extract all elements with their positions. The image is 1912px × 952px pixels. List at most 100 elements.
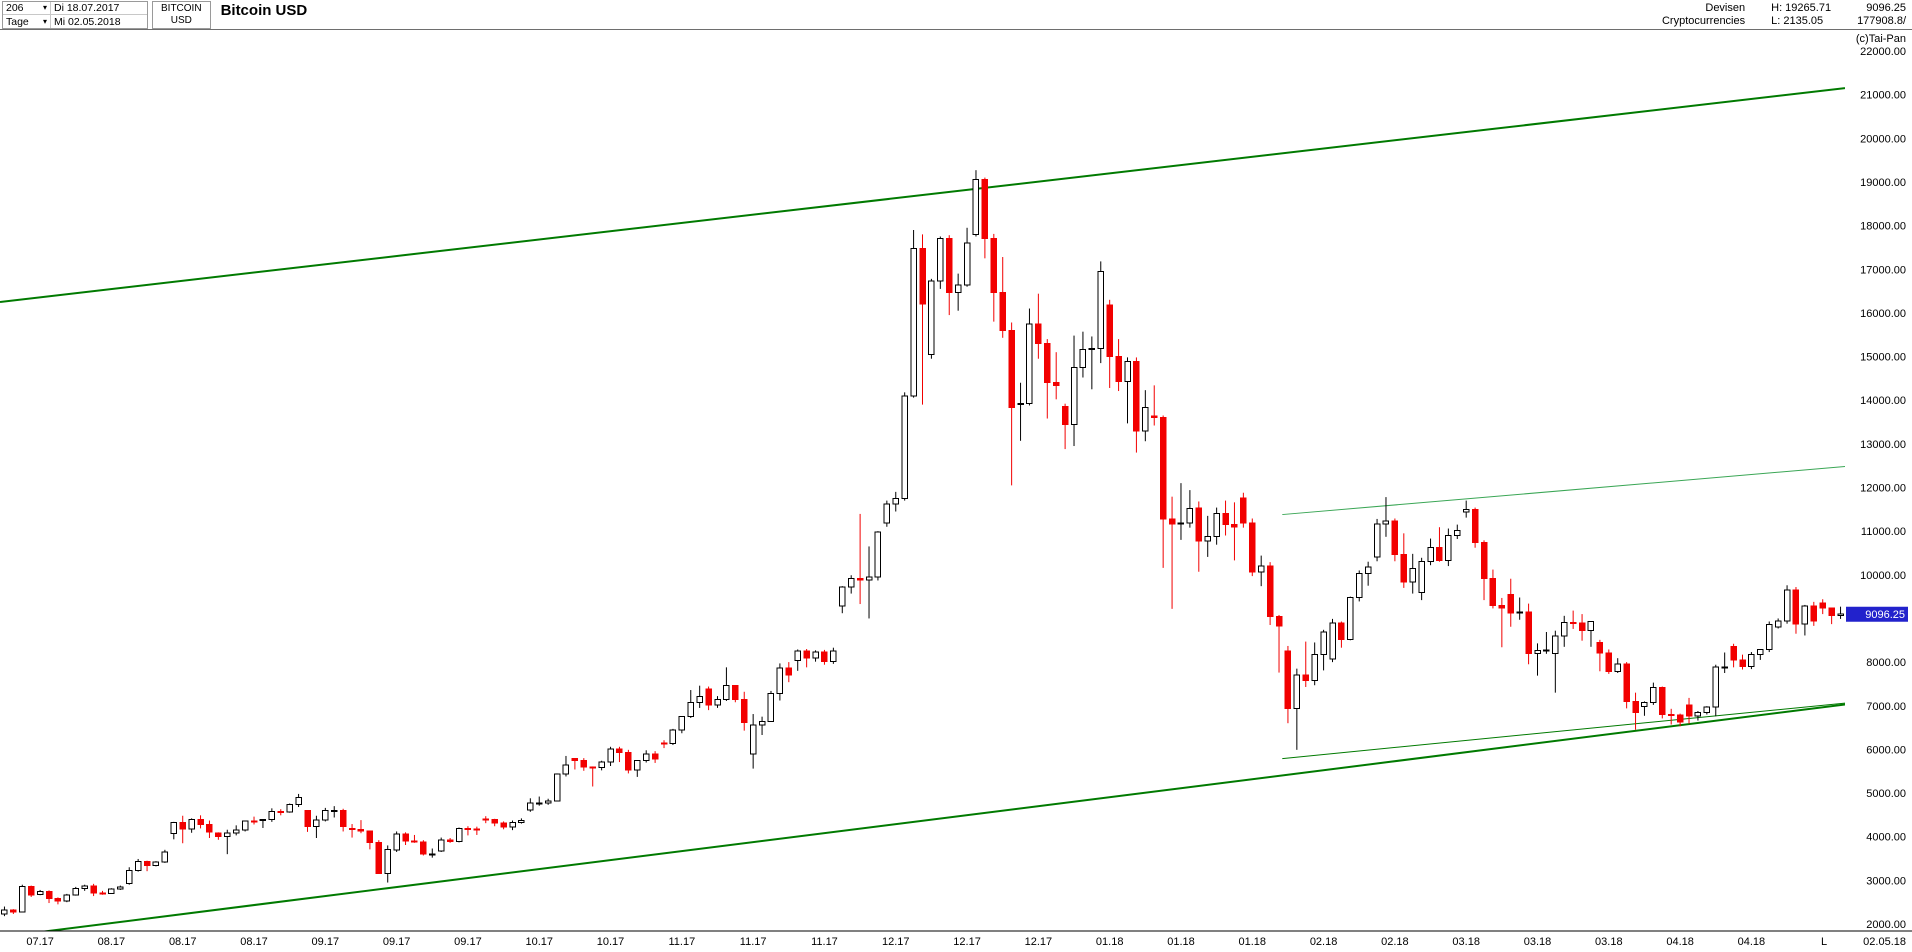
candle bbox=[81, 884, 88, 891]
y-axis-label: 17000.00 bbox=[1860, 264, 1906, 276]
candle bbox=[705, 686, 712, 711]
trendline-resistance-line[interactable] bbox=[1282, 466, 1845, 516]
candle bbox=[1044, 339, 1051, 419]
candle bbox=[1828, 607, 1835, 625]
x-axis-label: 09.17 bbox=[383, 936, 411, 948]
candle bbox=[268, 808, 276, 822]
candle bbox=[1534, 643, 1541, 676]
category-subgroup: Cryptocurrencies bbox=[1661, 15, 1746, 27]
candle bbox=[1516, 597, 1523, 620]
candle bbox=[1329, 618, 1336, 663]
y-axis-label: 15000.00 bbox=[1860, 352, 1906, 364]
bars-count-dropdown[interactable]: 206 ▾ bbox=[3, 2, 51, 15]
volume-value: 177908.8/ bbox=[1857, 15, 1906, 27]
candle bbox=[1097, 261, 1105, 364]
symbol-box[interactable]: BITCOIN USD bbox=[152, 1, 211, 29]
candle bbox=[821, 649, 828, 665]
y-axis-label: 6000.00 bbox=[1866, 744, 1906, 756]
candle bbox=[286, 803, 293, 813]
date-from-field[interactable]: Di 18.07.2017 bbox=[51, 2, 147, 15]
candle bbox=[161, 849, 169, 863]
candle bbox=[1739, 654, 1746, 670]
candle bbox=[45, 890, 53, 904]
candle bbox=[1819, 599, 1826, 615]
trendline-lower-channel-line[interactable] bbox=[0, 703, 1845, 937]
candle bbox=[803, 649, 810, 668]
candle bbox=[330, 806, 338, 818]
candle bbox=[36, 889, 44, 896]
candle bbox=[134, 858, 142, 872]
x-axis-label: 10.17 bbox=[525, 936, 553, 948]
candle bbox=[544, 798, 552, 805]
candle bbox=[1436, 527, 1443, 562]
candle bbox=[1569, 610, 1577, 629]
candle bbox=[1641, 701, 1648, 716]
candle bbox=[1257, 555, 1265, 587]
date-to-field[interactable]: Mi 02.05.2018 bbox=[51, 15, 147, 28]
x-axis-label: 04.18 bbox=[1666, 936, 1694, 948]
last-date-label: 02.05.18 bbox=[1863, 936, 1906, 948]
candle bbox=[598, 760, 605, 771]
candle bbox=[669, 728, 677, 746]
candle bbox=[1293, 668, 1301, 750]
candle bbox=[972, 170, 980, 237]
candle bbox=[687, 690, 695, 718]
candle bbox=[535, 796, 543, 806]
candle bbox=[562, 755, 570, 777]
candle bbox=[732, 685, 739, 703]
candle bbox=[1195, 501, 1203, 572]
candle bbox=[616, 746, 623, 763]
candle bbox=[1320, 629, 1327, 671]
candle bbox=[1186, 490, 1194, 528]
candle bbox=[1676, 713, 1684, 727]
symbol-name: BITCOIN bbox=[161, 3, 202, 14]
trendline-support-line[interactable] bbox=[1282, 702, 1845, 760]
candle bbox=[72, 886, 80, 896]
candle bbox=[767, 690, 775, 722]
candle bbox=[393, 831, 400, 852]
trendline-upper-channel-line[interactable] bbox=[0, 87, 1845, 303]
candle bbox=[1284, 645, 1292, 724]
candle bbox=[1694, 710, 1702, 721]
candle bbox=[143, 860, 151, 872]
candle bbox=[1391, 518, 1399, 562]
candle bbox=[553, 773, 561, 802]
candles-layer bbox=[1, 170, 1844, 917]
candle bbox=[999, 257, 1006, 338]
candle bbox=[660, 740, 668, 749]
candle bbox=[1543, 631, 1550, 654]
candle bbox=[277, 809, 285, 816]
candle bbox=[1266, 562, 1274, 625]
candle bbox=[1338, 621, 1345, 648]
x-axis-label: 09.17 bbox=[312, 936, 340, 948]
candle bbox=[179, 815, 186, 844]
chevron-down-icon: ▾ bbox=[42, 16, 47, 26]
x-axis-label: 09.17 bbox=[454, 936, 482, 948]
candle bbox=[847, 575, 855, 594]
y-axis-label: 4000.00 bbox=[1866, 832, 1906, 844]
category-group: Devisen bbox=[1705, 2, 1746, 14]
candle bbox=[117, 885, 124, 890]
candle bbox=[1480, 540, 1488, 601]
candle bbox=[1578, 614, 1586, 641]
bars-count-value: 206 bbox=[6, 2, 24, 14]
candle bbox=[1667, 708, 1675, 725]
candle bbox=[108, 888, 115, 894]
candle bbox=[224, 829, 231, 855]
x-axis-label: 04.18 bbox=[1738, 936, 1766, 948]
candle bbox=[232, 825, 240, 836]
candle bbox=[446, 838, 454, 843]
y-axis-label: 10000.00 bbox=[1860, 570, 1906, 582]
y-axis-label: 13000.00 bbox=[1860, 439, 1906, 451]
candle bbox=[152, 861, 160, 867]
trendlines-layer bbox=[0, 87, 1845, 937]
x-axis-label: 07.17 bbox=[26, 936, 54, 948]
candle bbox=[1712, 664, 1720, 717]
candle bbox=[571, 758, 579, 770]
candle bbox=[1587, 621, 1595, 647]
timeframe-dropdown[interactable]: Tage ▾ bbox=[3, 15, 51, 28]
x-axis-label: 08.17 bbox=[240, 936, 268, 948]
chart-title: Bitcoin USD bbox=[220, 2, 308, 19]
candle bbox=[794, 649, 801, 671]
